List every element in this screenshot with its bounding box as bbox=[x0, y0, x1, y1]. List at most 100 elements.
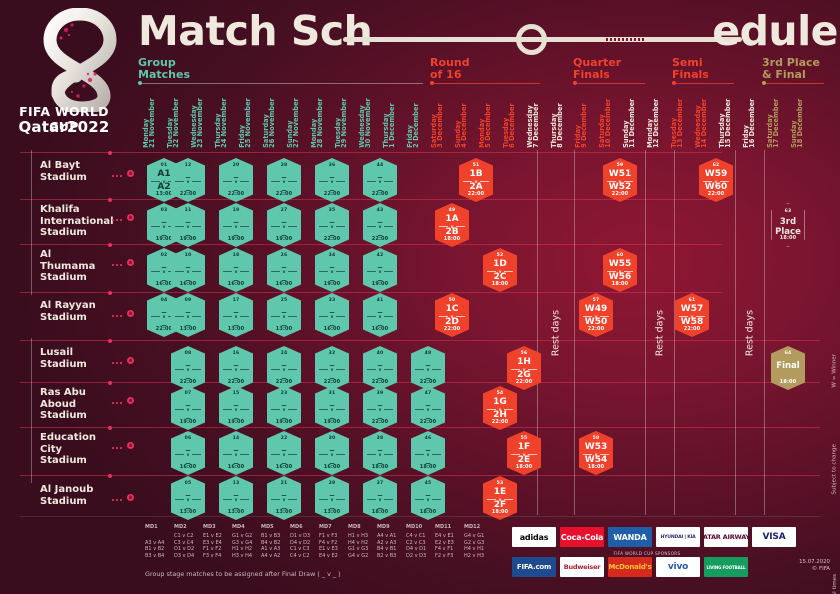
match-cell-58[interactable]: 58 W53 v W54 18:00 bbox=[579, 431, 613, 475]
match-time-14: 16:00 bbox=[227, 464, 245, 470]
row-divider-dot-2 bbox=[108, 242, 112, 247]
match-team2-19: _ bbox=[233, 226, 239, 237]
match-team2-29: _ bbox=[329, 499, 335, 510]
match-cell-12[interactable]: 12 _ v _ 22:00 bbox=[171, 158, 205, 202]
match-cell-49[interactable]: 49 1A v 2B 18:00 bbox=[435, 203, 469, 247]
match-cell-26[interactable]: 26 _ v _ 16:00 bbox=[267, 248, 301, 292]
date-daymonth-26: 17 December bbox=[772, 98, 781, 148]
match-cell-35[interactable]: 35 _ v _ 22:00 bbox=[315, 203, 349, 247]
date-label-13: Sunday 4 December bbox=[454, 103, 468, 148]
match-cell-19[interactable]: 19 _ v _ 19:00 bbox=[219, 203, 253, 247]
side-note-1: Subject to change bbox=[832, 444, 838, 495]
match-cell-42[interactable]: 42 _ v _ 19:00 bbox=[363, 248, 397, 292]
match-cell-57[interactable]: 57 W49 v W50 22:00 bbox=[579, 293, 613, 337]
match-cell-46[interactable]: 46 _ v _ 18:00 bbox=[411, 431, 445, 475]
match-cell-14[interactable]: 14 _ v _ 16:00 bbox=[219, 431, 253, 475]
match-cell-64[interactable]: 64 Final 18:00 bbox=[771, 346, 805, 390]
match-cell-61[interactable]: 61 W57 v W58 22:00 bbox=[675, 293, 709, 337]
matchday-legend-note: Group stage matches to be assigned after… bbox=[145, 570, 341, 578]
match-cell-56[interactable]: 56 1H v 2G 22:00 bbox=[507, 346, 541, 390]
match-cell-22[interactable]: 22 _ v _ 16:00 bbox=[267, 431, 301, 475]
match-vs-rule-left-13 bbox=[223, 498, 232, 500]
match-cell-31[interactable]: 31 _ v _ 19:00 bbox=[315, 386, 349, 430]
match-cell-60[interactable]: 60 W55 v W56 18:00 bbox=[603, 248, 637, 292]
match-team1-60: W55 bbox=[608, 259, 632, 269]
match-cell-11[interactable]: 11 _ v _ 19:00 bbox=[171, 203, 205, 247]
match-vs-rule-right-06 bbox=[192, 453, 201, 455]
match-cell-54[interactable]: 54 1G v 2H 22:00 bbox=[483, 386, 517, 430]
match-cell-41[interactable]: 41 _ v _ 16:00 bbox=[363, 293, 397, 337]
match-cell-40[interactable]: 40 _ v _ 22:00 bbox=[363, 346, 397, 390]
stadium-dots-1 bbox=[112, 216, 138, 224]
match-team1-10: _ bbox=[185, 259, 191, 269]
date-daymonth-5: 26 November bbox=[268, 98, 277, 148]
match-cell-36[interactable]: 36 _ v _ 22:00 bbox=[315, 158, 349, 202]
match-team2-45: _ bbox=[425, 499, 431, 510]
match-number-38: 38 bbox=[376, 435, 384, 441]
match-team1-28: _ bbox=[281, 169, 287, 179]
match-vs-rule-right-52 bbox=[504, 270, 513, 272]
match-time-45: 18:00 bbox=[419, 509, 437, 515]
match-vs-label-55: v bbox=[522, 451, 526, 457]
match-time-62: 22:00 bbox=[707, 191, 725, 197]
matchday-column-MD7: MD7 F1 v F3 F4 v F2 E1 v E3 E4 v E2 bbox=[319, 524, 365, 559]
match-team2-28: _ bbox=[281, 181, 287, 192]
match-vs-rule-right-18 bbox=[240, 270, 249, 272]
match-vs-rule-right-42 bbox=[384, 270, 393, 272]
match-team1-48: _ bbox=[425, 357, 431, 367]
match-cell-05[interactable]: 05 _ v _ 13:00 bbox=[171, 476, 205, 520]
match-cell-59[interactable]: 59 W51 v W52 22:00 bbox=[603, 158, 637, 202]
match-cell-53[interactable]: 53 1E v 2F 18:00 bbox=[483, 476, 517, 520]
match-vs-rule-right-38 bbox=[384, 453, 393, 455]
match-cell-08[interactable]: 08 _ v _ 22:00 bbox=[171, 346, 205, 390]
match-cell-27[interactable]: 27 _ v _ 19:00 bbox=[267, 203, 301, 247]
match-time-02: 16:00 bbox=[155, 281, 173, 287]
date-daymonth-3: 24 November bbox=[220, 98, 229, 148]
matchday-column-MD10: MD10 C4 v C1 C2 v C3 D4 v D1 D2 v D3 bbox=[406, 524, 452, 559]
match-cell-20[interactable]: 20 _ v _ 22:00 bbox=[219, 158, 253, 202]
match-cell-09[interactable]: 09 _ v _ 13:00 bbox=[171, 293, 205, 337]
match-cell-25[interactable]: 25 _ v _ 13:00 bbox=[267, 293, 301, 337]
match-cell-18[interactable]: 18 _ v _ 16:00 bbox=[219, 248, 253, 292]
match-cell-62[interactable]: 62 W59 v W60 22:00 bbox=[699, 158, 733, 202]
match-cell-48[interactable]: 48 _ v _ 22:00 bbox=[411, 346, 445, 390]
match-cell-50[interactable]: 50 1C v 2D 22:00 bbox=[435, 293, 469, 337]
match-time-05: 13:00 bbox=[179, 509, 197, 515]
match-vs-rule-right-13 bbox=[240, 498, 249, 500]
match-cell-23[interactable]: 23 _ v _ 19:00 bbox=[267, 386, 301, 430]
match-cell-63[interactable]: 63 3rd Place 18:00 bbox=[771, 203, 805, 247]
match-cell-17[interactable]: 17 _ v _ 13:00 bbox=[219, 293, 253, 337]
match-cell-55[interactable]: 55 1F v 2E 18:00 bbox=[507, 431, 541, 475]
match-vs-rule-left-10 bbox=[175, 270, 184, 272]
stadium-dots-0 bbox=[112, 172, 138, 180]
match-cell-33[interactable]: 33 _ v _ 16:00 bbox=[315, 293, 349, 337]
match-cell-51[interactable]: 51 1B v 2A 22:00 bbox=[459, 158, 493, 202]
date-label-24: Thursday 15 December bbox=[718, 99, 732, 148]
date-daymonth-20: 11 December bbox=[628, 98, 637, 148]
match-cell-47[interactable]: 47 _ v _ 22:00 bbox=[411, 386, 445, 430]
match-cell-45[interactable]: 45 _ v _ 18:00 bbox=[411, 476, 445, 520]
match-cell-34[interactable]: 34 _ v _ 19:00 bbox=[315, 248, 349, 292]
match-cell-30[interactable]: 30 _ v _ 16:00 bbox=[315, 431, 349, 475]
match-cell-28[interactable]: 28 _ v _ 22:00 bbox=[267, 158, 301, 202]
match-cell-15[interactable]: 15 _ v _ 19:00 bbox=[219, 386, 253, 430]
match-vs-label-40: v bbox=[378, 366, 382, 372]
match-cell-39[interactable]: 39 _ v _ 22:00 bbox=[363, 386, 397, 430]
match-cell-10[interactable]: 10 _ v _ 16:00 bbox=[171, 248, 205, 292]
match-cell-29[interactable]: 29 _ v _ 13:00 bbox=[315, 476, 349, 520]
match-cell-38[interactable]: 38 _ v _ 18:00 bbox=[363, 431, 397, 475]
match-cell-44[interactable]: 44 _ v _ 22:00 bbox=[363, 158, 397, 202]
match-cell-16[interactable]: 16 _ v _ 22:00 bbox=[219, 346, 253, 390]
match-cell-43[interactable]: 43 _ v _ 22:00 bbox=[363, 203, 397, 247]
date-label-1: Tuesday 22 November bbox=[166, 98, 180, 148]
match-cell-21[interactable]: 21 _ v _ 13:00 bbox=[267, 476, 301, 520]
match-team1-05: _ bbox=[185, 487, 191, 497]
match-number-23: 23 bbox=[280, 390, 288, 396]
match-cell-13[interactable]: 13 _ v _ 13:00 bbox=[219, 476, 253, 520]
match-cell-24[interactable]: 24 _ v _ 22:00 bbox=[267, 346, 301, 390]
match-cell-37[interactable]: 37 _ v _ 18:00 bbox=[363, 476, 397, 520]
match-cell-52[interactable]: 52 1D v 2C 18:00 bbox=[483, 248, 517, 292]
match-cell-32[interactable]: 32 _ v _ 22:00 bbox=[315, 346, 349, 390]
match-cell-07[interactable]: 07 _ v _ 19:00 bbox=[171, 386, 205, 430]
match-cell-06[interactable]: 06 _ v _ 16:00 bbox=[171, 431, 205, 475]
